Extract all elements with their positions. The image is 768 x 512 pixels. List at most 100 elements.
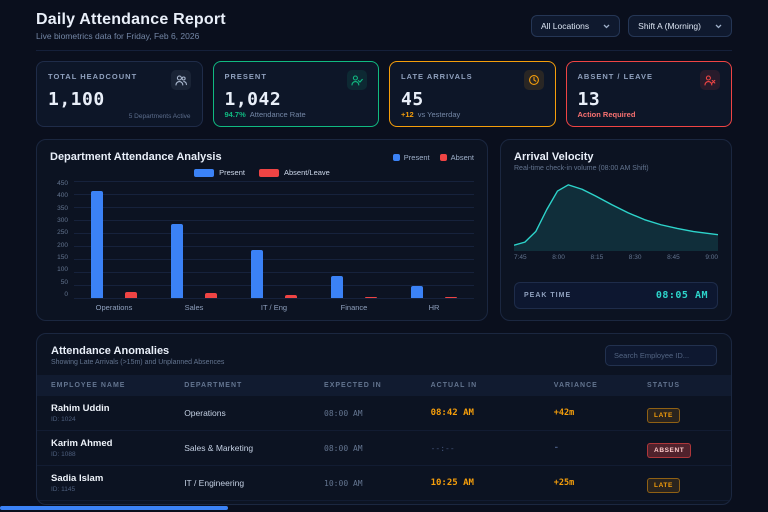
y-tick-label: 300: [57, 216, 68, 224]
present-bar: [91, 191, 103, 298]
anomalies-subtitle: Showing Late Arrivals (>15m) and Unplann…: [51, 359, 225, 366]
y-tick-label: 200: [57, 241, 68, 249]
status-badge: LATE: [647, 477, 680, 493]
column-header: DEPARTMENT: [184, 382, 243, 389]
gridline: [74, 272, 474, 273]
area-fill: [514, 184, 718, 251]
chevron-down-icon: [715, 24, 722, 28]
present-bar: [251, 249, 263, 298]
kpi-value: 13: [577, 89, 601, 110]
legend-chip-absent: Absent/Leave: [258, 168, 330, 177]
column-header: STATUS: [647, 382, 680, 389]
kpi-caption: vs Yesterday: [417, 110, 461, 119]
shift-filter-dropdown[interactable]: Shift A (Morning): [628, 15, 732, 37]
absent-bar: [205, 292, 217, 298]
users-icon: [170, 70, 191, 90]
actual-in-cell: --:--: [430, 443, 455, 453]
y-tick-label: 450: [57, 180, 68, 187]
department-cell: IT / Engineering: [184, 478, 245, 488]
legend-item-absent: Absent: [439, 153, 474, 162]
bar-chart-header-legend: Present Absent: [392, 153, 474, 162]
column-header: EXPECTED IN: [324, 382, 382, 389]
anomalies-titles: Attendance Anomalies Showing Late Arriva…: [51, 345, 224, 366]
employee-id: ID: 1145: [51, 486, 76, 493]
actual-in-cell: 08:42 AM: [430, 408, 474, 418]
employee-search-input[interactable]: [605, 345, 717, 366]
x-category-label: Finance: [340, 303, 368, 312]
employee-name: Sadia Islam: [51, 473, 104, 484]
kpi-label: PRESENT: [224, 72, 267, 81]
department-attendance-card: Department Attendance Analysis Present A…: [36, 139, 488, 321]
time-tick-label: 7:45: [514, 254, 527, 261]
anomalies-card: Attendance Anomalies Showing Late Arriva…: [36, 333, 732, 505]
time-tick-label: 8:45: [667, 254, 680, 261]
employee-id: ID: 1024: [51, 416, 76, 423]
present-bar: [411, 286, 423, 298]
column-header: VARIANCE: [553, 382, 598, 389]
expected-in-cell: 10:00 AM: [324, 478, 363, 488]
y-tick-label: 150: [57, 253, 68, 261]
area-chart-x-axis: 7:45 8:00 8:15 8:30 8:45 9:00: [514, 254, 718, 261]
location-filter-dropdown[interactable]: All Locations: [530, 15, 621, 37]
x-category-label: Operations: [95, 303, 133, 312]
kpi-label: ABSENT / LEAVE: [577, 72, 654, 81]
expected-in-cell: 08:00 AM: [324, 408, 363, 418]
employee-id: ID: 1088: [51, 451, 76, 458]
employee-name: Karim Ahmed: [51, 438, 113, 449]
page-subtitle: Live biometrics data for Friday, Feb 6, …: [36, 31, 200, 41]
arrival-velocity-card: Arrival Velocity Real-time check-in volu…: [500, 139, 732, 321]
bar-chart-title: Department Attendance Analysis: [50, 151, 222, 163]
area-chart-title: Arrival Velocity: [514, 151, 594, 163]
gridline: [74, 298, 474, 299]
table-header-row: EMPLOYEE NAME DEPARTMENT EXPECTED IN ACTUAL…: [37, 375, 731, 396]
shift-filter-label: Shift A (Morning): [638, 21, 701, 31]
status-badge: LATE: [647, 407, 680, 423]
kpi-value: 1,100: [48, 89, 105, 110]
horizontal-scrollbar-thumb[interactable]: [0, 506, 228, 510]
employee-cell: Sadia Islam ID: 1145: [51, 473, 184, 493]
table-row: Sadia Islam ID: 1145 IT / Engineering 10:00…: [37, 466, 731, 501]
absent-bar: [125, 291, 137, 298]
absent-swatch: [258, 168, 279, 177]
gridline: [74, 233, 474, 234]
department-cell: Operations: [184, 408, 226, 418]
kpi-highlight: +12: [401, 110, 414, 119]
charts-row: Department Attendance Analysis Present A…: [36, 139, 732, 321]
variance-cell: +42m: [553, 408, 575, 418]
x-category-label: HR: [428, 303, 440, 312]
present-swatch: [194, 168, 215, 177]
y-tick-label: 350: [57, 204, 68, 212]
employee-cell: Karim Ahmed ID: 1088: [51, 438, 184, 458]
present-bar: [331, 275, 343, 298]
legend-chip-present: Present: [194, 168, 245, 177]
area-chart: [514, 179, 718, 251]
bar-group-hr: [394, 181, 474, 298]
kpi-absent-leave: ABSENT / LEAVE 13 Action Required: [565, 61, 732, 127]
kpi-label: LATE ARRIVALS: [401, 72, 473, 81]
time-tick-label: 8:15: [590, 254, 604, 261]
employee-cell: Rahim Uddin ID: 1024: [51, 403, 184, 423]
location-filter-label: All Locations: [540, 21, 590, 31]
bar-chart-y-axis: 450 400 350 300 250 200 150 100 50 0: [50, 180, 74, 298]
y-tick-label: 100: [57, 266, 68, 274]
x-category-label: IT / Eng: [260, 303, 288, 312]
y-tick-label: 250: [57, 229, 68, 237]
area-chart-subtitle: Real-time check-in volume (08:00 AM Shif…: [514, 165, 649, 172]
legend-item-present: Present: [392, 153, 430, 162]
variance-cell: -: [553, 443, 559, 453]
status-cell: LATE: [647, 474, 717, 493]
header-titles: Daily Attendance Report Live biometrics …: [36, 11, 226, 41]
gridline: [74, 285, 474, 286]
absent-swatch: [439, 153, 447, 161]
kpi-row: TOTAL HEADCOUNT 1,100 5 Departments Acti…: [36, 61, 732, 127]
bar-group-sales: [154, 181, 234, 298]
actual-in-cell: 10:25 AM: [430, 478, 474, 488]
peak-time-box: PEAK TIME 08:05 AM: [514, 282, 718, 309]
gridline: [74, 219, 474, 221]
gridline: [74, 207, 474, 208]
present-swatch: [392, 153, 400, 161]
bar-chart-x-axis: Operations Sales IT / Eng Finance HR: [74, 303, 474, 312]
table-row: Rahim Uddin ID: 1024 Operations 08:00 AM 08:…: [37, 396, 731, 431]
kpi-caption: Attendance Rate: [249, 110, 306, 119]
